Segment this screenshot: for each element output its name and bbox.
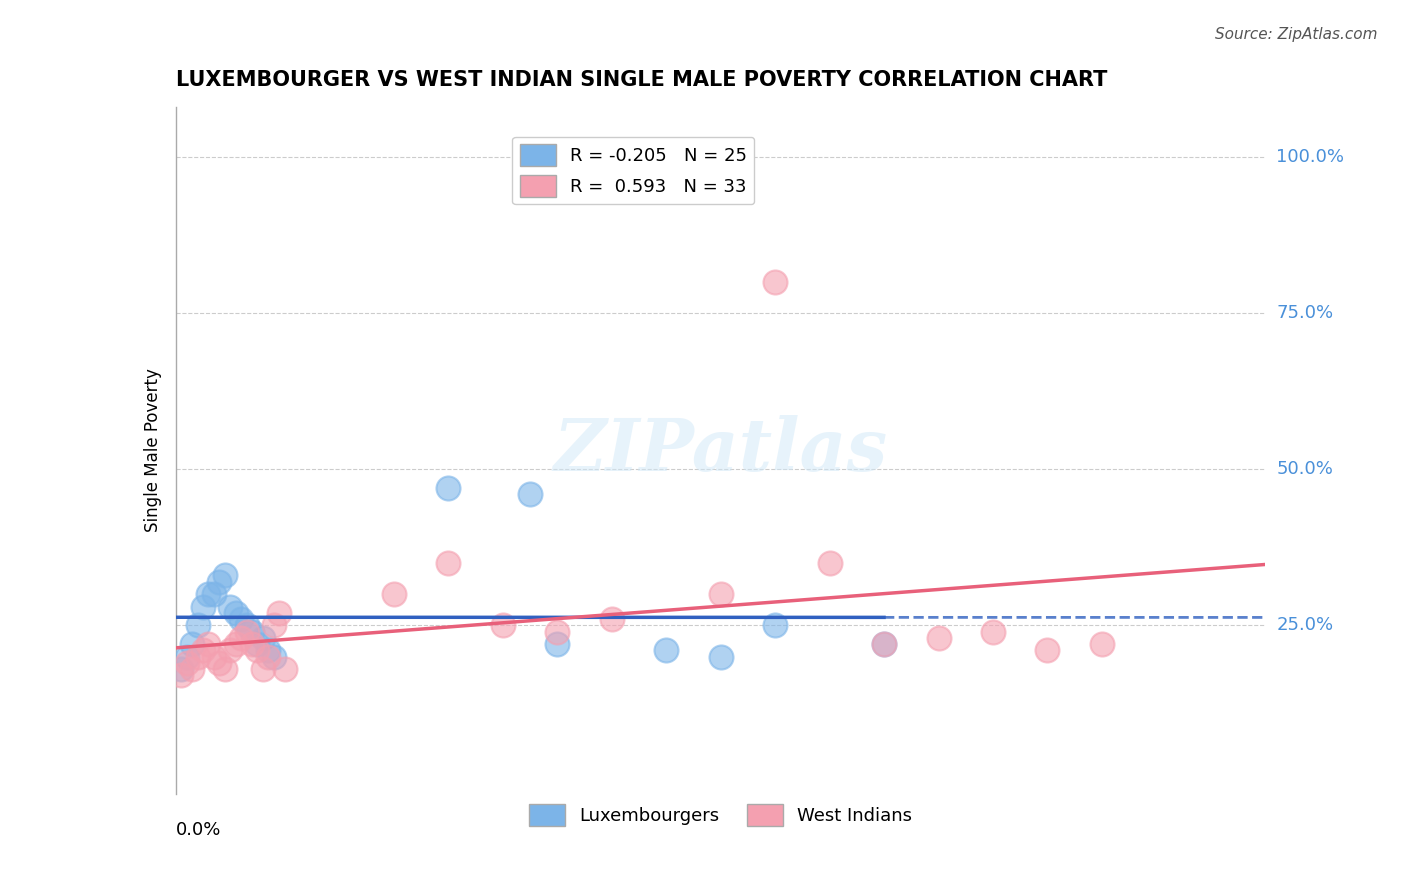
Text: Source: ZipAtlas.com: Source: ZipAtlas.com [1215,27,1378,42]
Point [214,662,236,676]
Point [170,662,193,676]
Point [235,618,257,632]
Text: LUXEMBOURGER VS WEST INDIAN SINGLE MALE POVERTY CORRELATION CHART: LUXEMBOURGER VS WEST INDIAN SINGLE MALE … [176,70,1107,90]
Point [274,662,297,676]
Text: 50.0%: 50.0% [1277,460,1333,478]
Point [492,618,515,632]
Point [928,631,950,645]
Text: 100.0%: 100.0% [1277,148,1344,166]
Point [240,624,263,639]
Point [235,624,257,639]
Point [214,568,236,582]
Point [437,556,460,570]
Point [191,599,214,614]
Point [208,574,231,589]
Point [181,662,204,676]
Text: ZIPatlas: ZIPatlas [554,415,887,486]
Point [252,631,274,645]
Point [197,587,219,601]
Point [176,656,198,670]
Text: 75.0%: 75.0% [1277,304,1333,322]
Point [246,637,269,651]
Point [191,643,214,657]
Point [269,606,291,620]
Point [231,631,253,645]
Point [186,618,209,632]
Point [219,599,242,614]
Point [981,624,1004,639]
Point [225,637,247,651]
Point [655,643,678,657]
Point [225,606,247,620]
Point [257,643,280,657]
Point [873,637,896,651]
Point [437,481,460,495]
Point [546,637,568,651]
Text: 25.0%: 25.0% [1277,616,1333,634]
Point [257,649,280,664]
Point [176,649,198,664]
Point [710,587,733,601]
Y-axis label: Single Male Poverty: Single Male Poverty [143,368,162,533]
Point [246,643,269,657]
Legend: Luxembourgers, West Indians: Luxembourgers, West Indians [522,797,920,833]
Point [263,649,285,664]
Point [219,643,242,657]
Point [208,656,231,670]
Point [170,668,193,682]
Point [873,637,896,651]
Text: 0.0%: 0.0% [176,822,221,839]
Point [1091,637,1114,651]
Point [382,587,405,601]
Point [263,618,285,632]
Point [519,487,541,501]
Point [231,612,253,626]
Point [252,662,274,676]
Point [1036,643,1059,657]
Point [763,275,786,289]
Point [763,618,786,632]
Point [202,587,225,601]
Point [240,637,263,651]
Point [600,612,623,626]
Point [546,624,568,639]
Point [710,649,733,664]
Point [186,649,209,664]
Point [197,637,219,651]
Point [202,649,225,664]
Point [181,637,204,651]
Point [818,556,841,570]
